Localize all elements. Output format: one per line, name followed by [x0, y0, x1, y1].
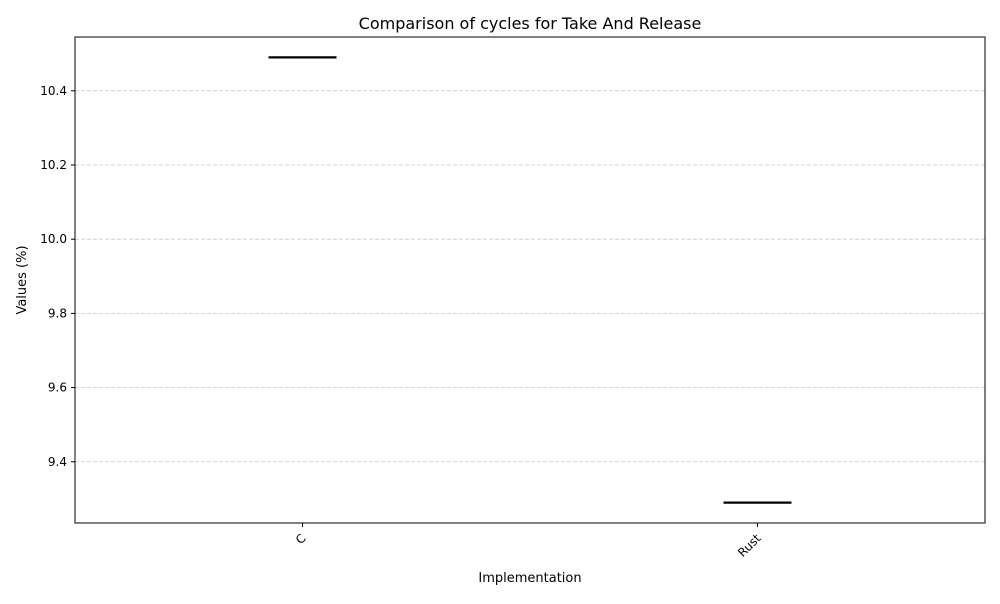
y-tick-label: 9.8 — [48, 306, 67, 320]
grid-lines — [75, 90, 985, 463]
data-marks — [268, 56, 792, 504]
y-tick-label: 10.4 — [40, 84, 67, 98]
y-axis-label: Values (%) — [15, 245, 30, 314]
chart-title: Comparison of cycles for Take And Releas… — [359, 14, 702, 33]
y-tick-label: 9.6 — [48, 381, 67, 395]
x-axis-label: Implementation — [478, 571, 581, 586]
y-tick-label: 10.2 — [40, 158, 67, 172]
plot-frame — [74, 36, 986, 524]
y-tick-label: 9.4 — [48, 455, 67, 469]
y-tick-label: 10.0 — [40, 232, 67, 246]
y-axis-ticks: 9.4 9.6 9.8 10.0 10.2 10.4 — [40, 84, 75, 469]
